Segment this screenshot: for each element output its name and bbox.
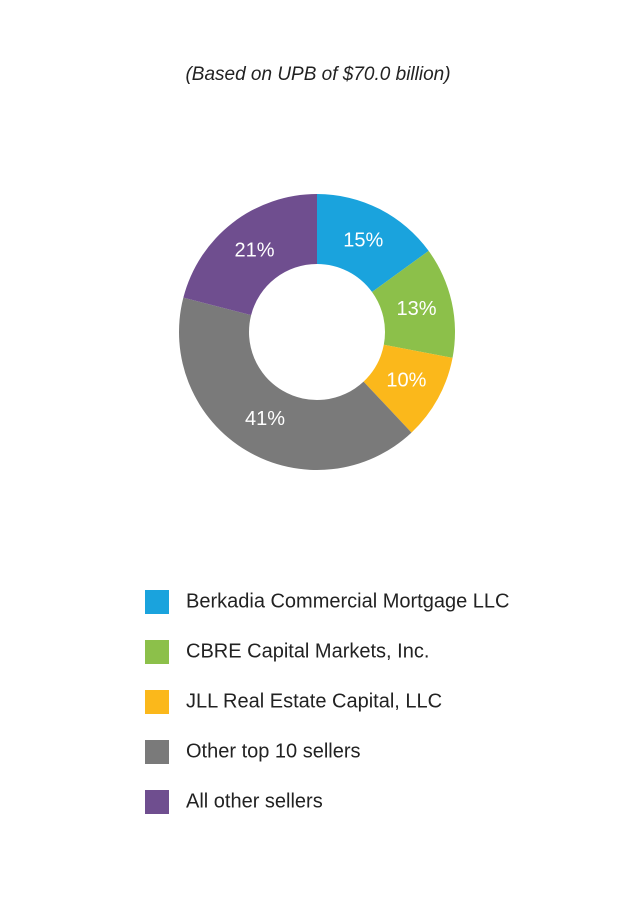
slice-label: 21%: [234, 240, 274, 262]
legend-label: Berkadia Commercial Mortgage LLC: [186, 590, 509, 612]
slice: [363, 344, 453, 433]
legend-swatch: [145, 590, 169, 614]
chart-title: (Based on UPB of $70.0 billion): [185, 64, 450, 85]
slice-label: 13%: [397, 298, 437, 320]
slice-label: 15%: [343, 229, 383, 251]
slice-label: 10%: [386, 369, 426, 391]
slice: [183, 194, 317, 316]
legend-label: JLL Real Estate Capital, LLC: [186, 690, 442, 712]
legend-swatch: [145, 790, 169, 814]
slice: [178, 297, 412, 471]
legend-swatch: [145, 690, 169, 714]
legend-swatch: [145, 640, 169, 664]
slice-label: 41%: [245, 408, 285, 430]
legend-label: Other top 10 sellers: [186, 740, 361, 762]
slice: [372, 250, 455, 358]
legend-label: CBRE Capital Markets, Inc.: [186, 640, 429, 662]
legend-swatch: [145, 740, 169, 764]
slice: [317, 194, 429, 293]
legend-label: All other sellers: [186, 790, 323, 812]
